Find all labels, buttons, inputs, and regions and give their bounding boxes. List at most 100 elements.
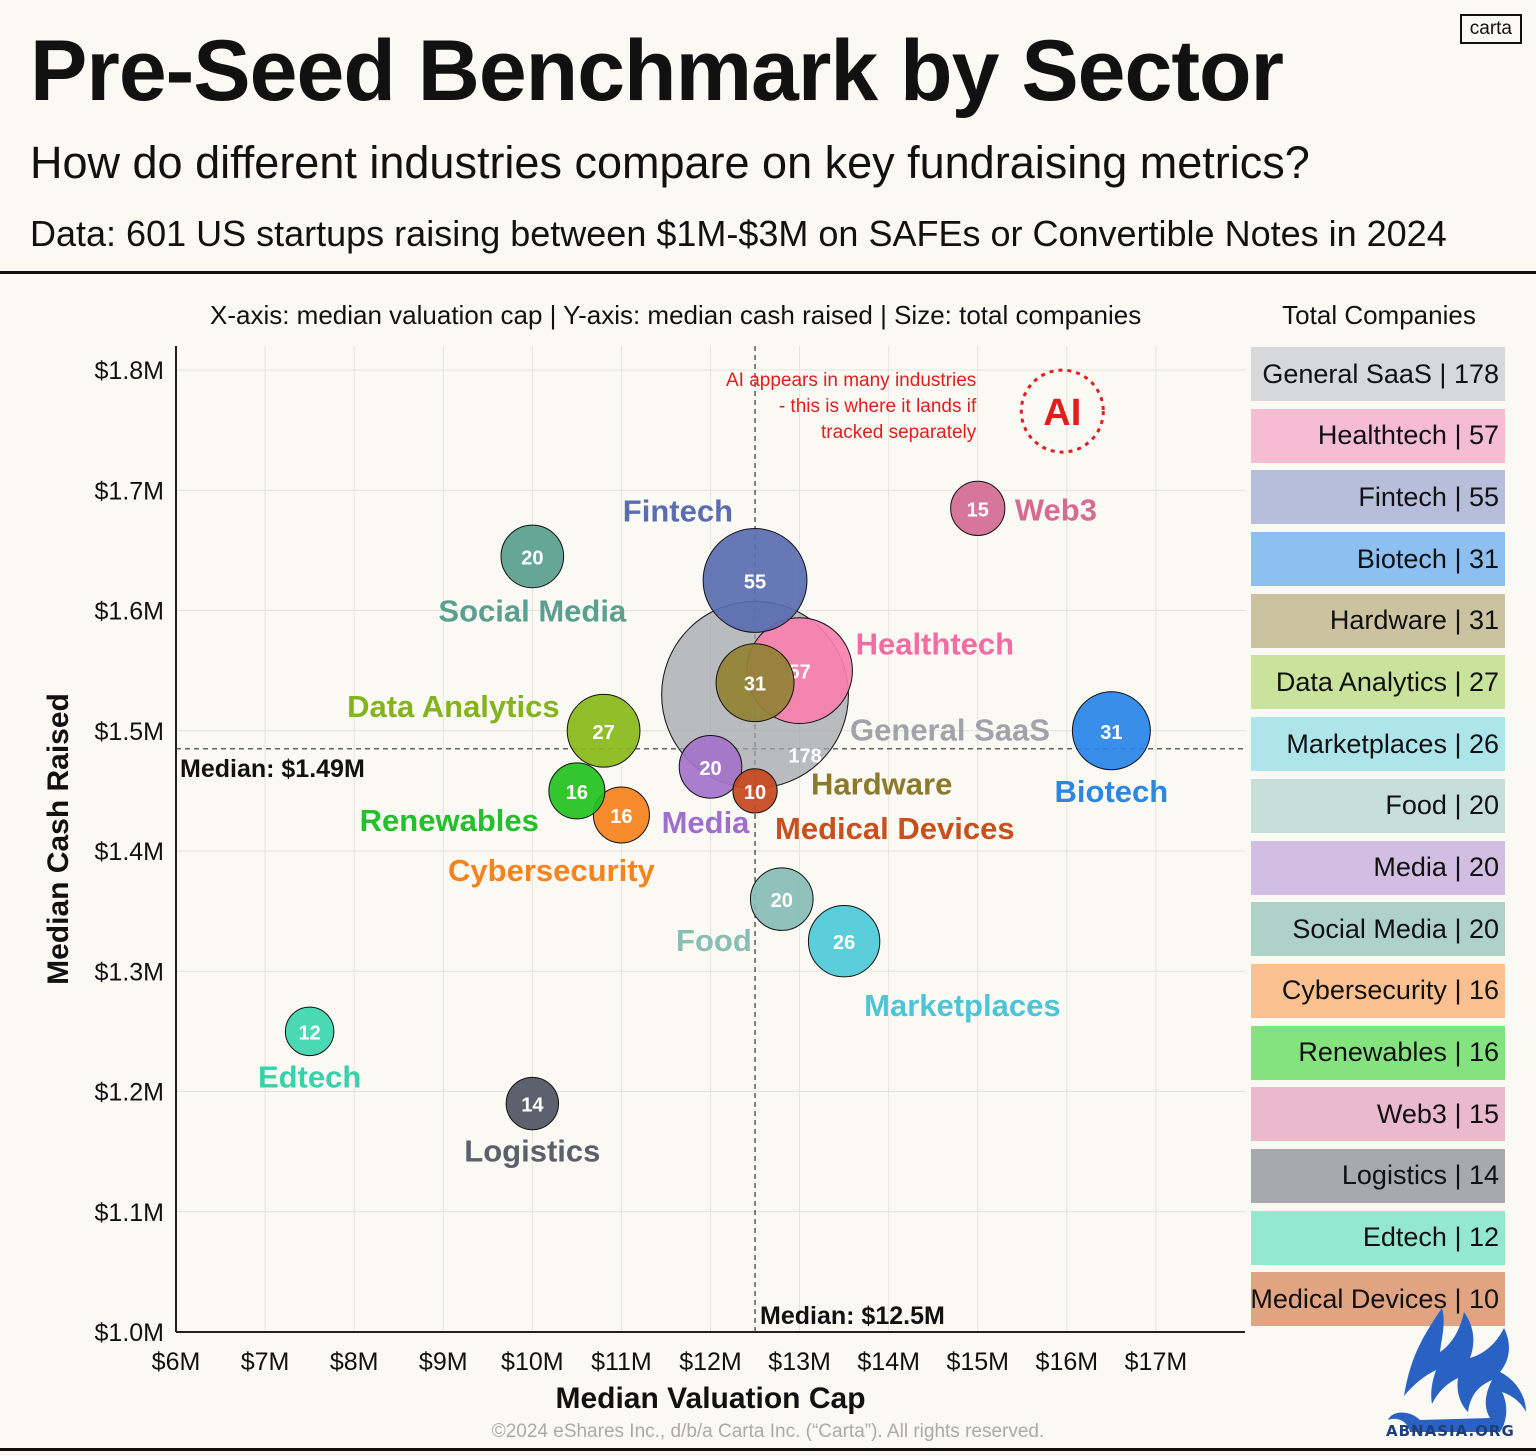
sector-label: Medical Devices (775, 811, 1015, 846)
ai-annotation-line: - this is where it lands if (779, 396, 977, 417)
bubble-count: 20 (771, 890, 793, 912)
median-y-label: Median: $1.49M (180, 755, 365, 783)
y-tick-label: $1.3M (95, 958, 164, 986)
y-tick-label: $1.0M (95, 1319, 164, 1347)
legend-item: Social Media | 20 (1251, 902, 1505, 957)
legend-item: Cybersecurity | 16 (1251, 963, 1505, 1018)
sector-label: Fintech (623, 493, 733, 528)
bubble-count: 178 (788, 746, 821, 768)
legend-item: Biotech | 31 (1251, 532, 1505, 587)
bubble-count: 20 (521, 547, 543, 569)
bubble-cybersecurity (592, 786, 650, 844)
y-tick-label: $1.2M (95, 1079, 164, 1107)
bubble-count: 12 (299, 1022, 321, 1044)
y-axis-title: Median Cash Raised (42, 693, 75, 985)
x-tick-label: $11M (591, 1348, 652, 1376)
sector-label: Biotech (1055, 774, 1169, 809)
legend-item: General SaaS | 178 (1251, 347, 1505, 401)
sector-label: Cybersecurity (448, 853, 656, 888)
sector-label: Data Analytics (347, 689, 560, 724)
x-tick-label: $16M (1036, 1348, 1099, 1376)
bubble-media (678, 735, 743, 799)
ai-badge-text: AI (1043, 392, 1081, 434)
sector-label: Food (676, 923, 752, 958)
scatter-chart: $6M $7M $8M $9M $10M $11M $12M $13M $14M $15M $16M… (42, 346, 1245, 1415)
x-tick-label: $8M (330, 1348, 379, 1376)
y-tick-label: $1.5M (95, 718, 164, 746)
bubble-biotech (1071, 691, 1151, 771)
legend-item: Hardware | 31 (1251, 593, 1505, 648)
ai-annotation-line: tracked separately (821, 422, 977, 443)
legend-item: Marketplaces | 26 (1251, 717, 1505, 772)
y-tick-label: $1.7M (95, 477, 164, 505)
sector-label: Renewables (360, 803, 539, 838)
bubble-logistics (505, 1076, 560, 1131)
bubble-count: 14 (521, 1095, 544, 1117)
bubble-edtech (284, 1006, 335, 1057)
copyright-note: ©2024 eShares Inc., d/b/a Carta Inc. (“C… (491, 1421, 1045, 1442)
page-subtitle: How do different industries compare on k… (30, 137, 1310, 188)
legend-item: Media | 20 (1251, 840, 1505, 895)
x-tick-label: $13M (768, 1348, 831, 1376)
bubble-count: 16 (610, 806, 632, 828)
ai-badge-circle (1019, 368, 1105, 454)
watermark-logo (1388, 1308, 1526, 1432)
bubble-count: 27 (592, 722, 614, 744)
legend-item: Food | 20 (1251, 778, 1505, 833)
sector-label: Healthtech (856, 627, 1014, 662)
header-divider (0, 271, 1536, 274)
page-title: Pre-Seed Benchmark by Sector (30, 23, 1284, 119)
legend-item: Web3 | 15 (1251, 1087, 1505, 1142)
y-tick-label: $1.1M (95, 1199, 164, 1227)
legend-item: Renewables | 16 (1251, 1025, 1505, 1080)
legend-item: Edtech | 12 (1251, 1210, 1505, 1265)
sector-label: Web3 (1015, 492, 1097, 527)
x-tick-label: $6M (152, 1348, 201, 1376)
bubble-count: 26 (833, 932, 855, 954)
x-tick-label: $15M (946, 1348, 1009, 1376)
y-tick-label: $1.6M (95, 598, 164, 626)
ai-annotation-line: AI appears in many industries (726, 370, 976, 391)
bubble-marketplaces (807, 905, 881, 978)
x-tick-label: $7M (241, 1348, 290, 1376)
x-tick-label: $9M (419, 1348, 468, 1376)
sector-label: General SaaS (850, 713, 1050, 748)
bubble-count: 10 (744, 782, 766, 804)
median-x-label: Median: $12.5M (760, 1302, 945, 1330)
sector-label: Social Media (438, 593, 627, 628)
sector-label: Logistics (464, 1134, 600, 1169)
footer-divider (0, 1448, 1536, 1451)
legend-item: Medical Devices | 10 (1250, 1272, 1505, 1327)
data-note: Data: 601 US startups raising between $1… (30, 213, 1447, 254)
watermark-text: ABNASIA.ORG (1386, 1422, 1515, 1440)
legend-item: Fintech | 55 (1251, 470, 1505, 525)
bubble-food (749, 867, 814, 931)
bubble-medical-devices (732, 768, 778, 814)
bubble-hardware (715, 643, 795, 723)
legend-title: Total Companies (1282, 300, 1476, 330)
x-tick-label: $12M (679, 1348, 742, 1376)
brand-logo: carta (1459, 14, 1522, 44)
sector-label: Edtech (258, 1060, 361, 1095)
bubble-count: 55 (744, 571, 766, 593)
bubble-count: 31 (1100, 722, 1122, 744)
legend: General SaaS | 178 Healthtech | 57 Fintech… (1250, 347, 1505, 1334)
bubble-count: 16 (566, 782, 588, 804)
bubble-fintech (702, 528, 808, 633)
y-tick-label: $1.8M (95, 357, 164, 385)
bubble-count: 15 (967, 499, 989, 521)
legend-item: Logistics | 14 (1251, 1148, 1505, 1203)
x-axis-title: Median Valuation Cap (555, 1382, 865, 1415)
bubble-count: 31 (744, 674, 766, 696)
bubble-count: 20 (699, 758, 721, 780)
x-tick-label: $17M (1125, 1348, 1188, 1376)
x-tick-label: $10M (501, 1348, 564, 1376)
bubble-renewables (548, 762, 606, 820)
bubble-web3 (950, 480, 1006, 536)
sector-label: Hardware (811, 767, 952, 802)
axes-note: X-axis: median valuation cap | Y-axis: m… (210, 300, 1142, 330)
y-tick-label: $1.4M (95, 838, 164, 866)
x-tick-label: $14M (857, 1348, 920, 1376)
legend-item: Data Analytics | 27 (1251, 655, 1505, 710)
bubble-social-media (500, 524, 565, 589)
